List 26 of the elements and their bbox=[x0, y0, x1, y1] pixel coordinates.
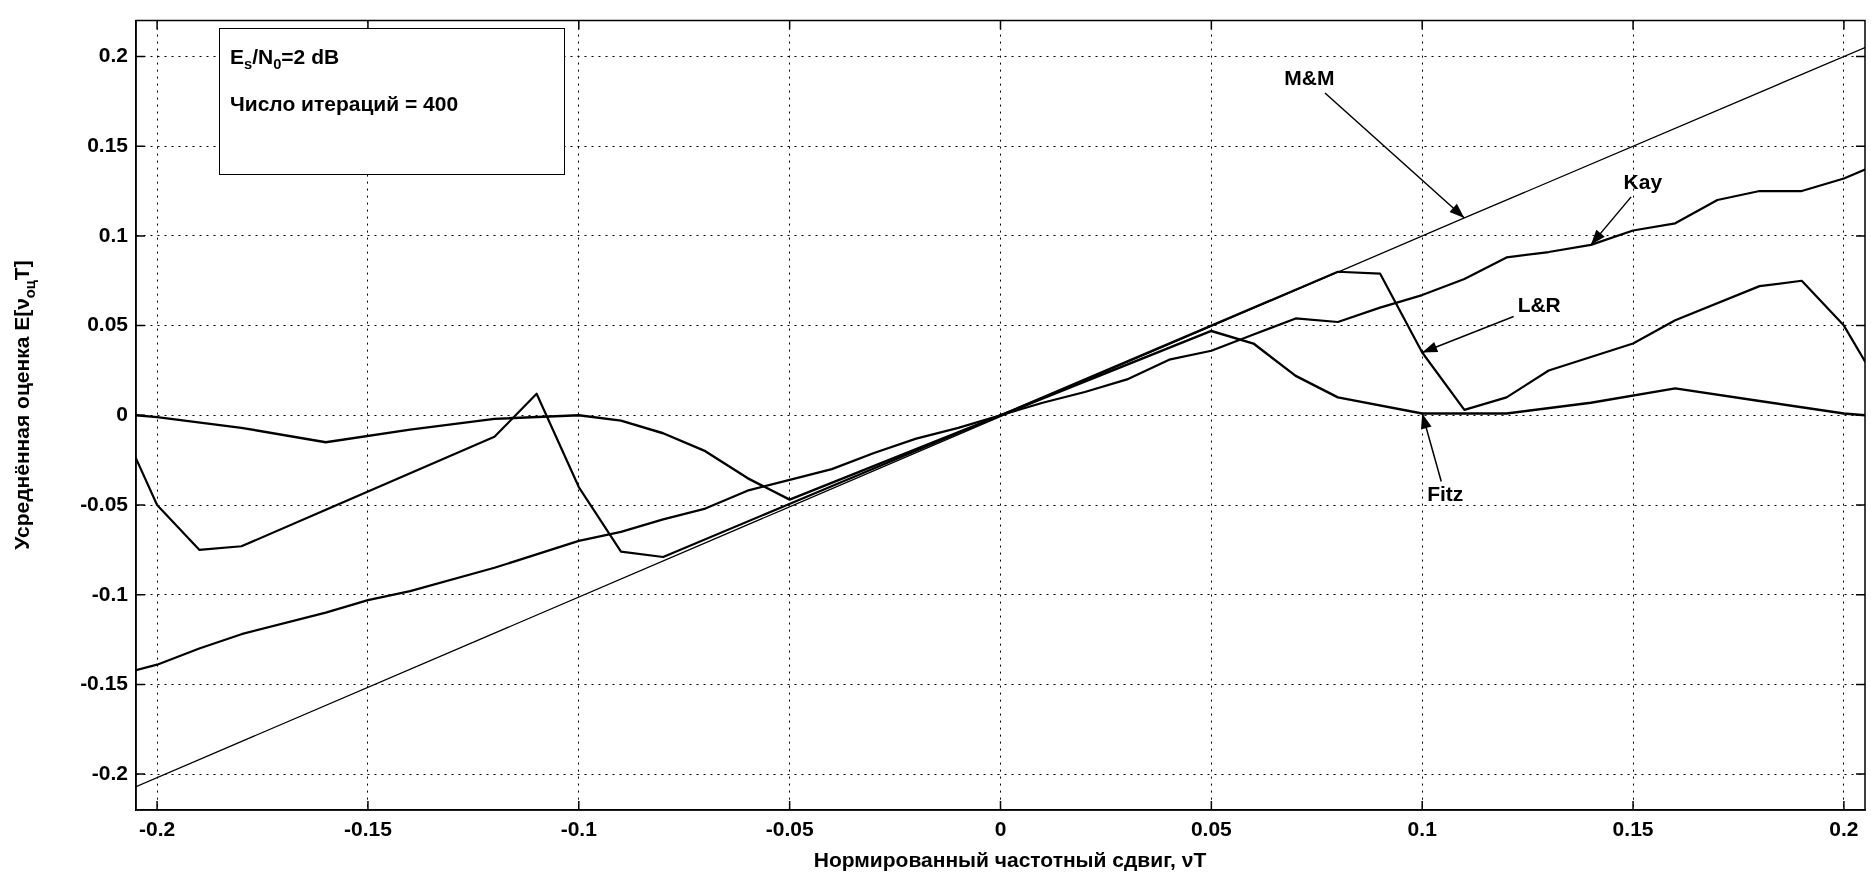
y-tick-label: -0.15 bbox=[80, 671, 129, 695]
y-tick-label: -0.05 bbox=[80, 491, 129, 515]
annotation: Kay bbox=[1623, 169, 1663, 193]
annotation: E$_{s}$/N$_{0}$=2 dB bbox=[230, 44, 341, 75]
x-axis-title: Нормированный частотный сдвиг, νT bbox=[813, 848, 1207, 872]
y-tick-label: -0.2 bbox=[91, 760, 128, 784]
y-tick-label: 0.15 bbox=[87, 132, 129, 156]
x-tick-label: 0.05 bbox=[1190, 817, 1233, 841]
x-tick-label: 0.2 bbox=[1829, 817, 1859, 841]
x-tick-label: -0.1 bbox=[560, 817, 598, 841]
x-tick-label: -0.2 bbox=[138, 817, 176, 841]
annotation: Число итераций = 400 bbox=[230, 91, 460, 118]
y-tick-label: -0.1 bbox=[91, 581, 129, 605]
annotation: L&R bbox=[1517, 293, 1561, 317]
x-tick-label: 0.15 bbox=[1612, 817, 1654, 841]
y-tick-label: 0.05 bbox=[87, 312, 129, 336]
annotation: M&M bbox=[1284, 65, 1335, 89]
y-tick-label: 0.1 bbox=[98, 222, 129, 246]
y-tick-label: 0.2 bbox=[98, 43, 128, 67]
x-tick-label: -0.05 bbox=[765, 817, 814, 841]
x-tick-label: 0 bbox=[994, 817, 1007, 841]
annotation: Fitz bbox=[1427, 482, 1464, 506]
x-tick-label: 0.1 bbox=[1407, 817, 1438, 841]
y-tick-label: 0 bbox=[116, 402, 128, 426]
text-box: E$_{s}$/N$_{0}$=2 dB Число итераций = 400 bbox=[219, 28, 565, 175]
x-tick-label: -0.15 bbox=[344, 817, 393, 841]
